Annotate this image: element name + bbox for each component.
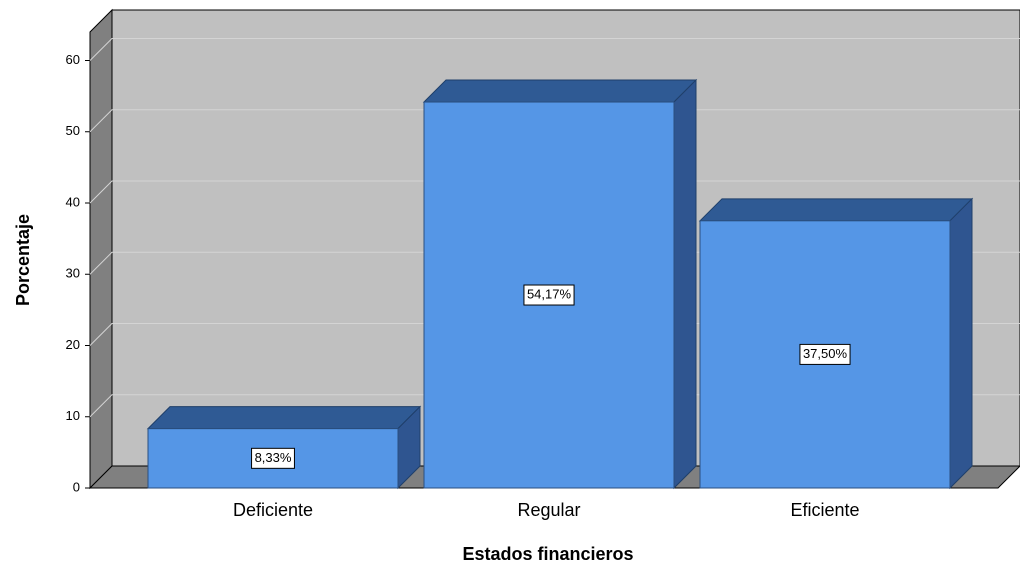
value-label: 54,17% (527, 286, 572, 301)
y-tick-label: 10 (66, 408, 80, 423)
y-tick-label: 0 (73, 479, 80, 494)
value-label-box (251, 447, 295, 469)
x-tick-label: Eficiente (790, 500, 859, 520)
bar-top (146, 406, 422, 430)
grid-line (89, 109, 1020, 133)
bar-side (673, 78, 697, 490)
value-label: 8,33% (255, 450, 292, 465)
value-label: 37,50% (803, 346, 848, 361)
y-axis-title: Porcentaje (13, 214, 33, 306)
x-tick-label: Deficiente (233, 500, 313, 520)
bar-top (698, 198, 974, 222)
x-axis-title: Estados financieros (462, 544, 633, 564)
y-tick-label: 30 (66, 266, 80, 281)
y-tick-label: 40 (66, 194, 80, 209)
value-label-box (523, 284, 575, 306)
grid-line (89, 180, 1020, 204)
y-tick-label: 20 (66, 337, 80, 352)
x-tick-label: Regular (517, 500, 580, 520)
y-tick-label: 50 (66, 123, 80, 138)
bar-top (422, 79, 698, 103)
grid-line (89, 38, 1020, 61)
left-wall (89, 8, 113, 490)
bar-side (949, 197, 973, 490)
y-tick-label: 60 (66, 52, 80, 67)
value-label-box (799, 343, 851, 365)
